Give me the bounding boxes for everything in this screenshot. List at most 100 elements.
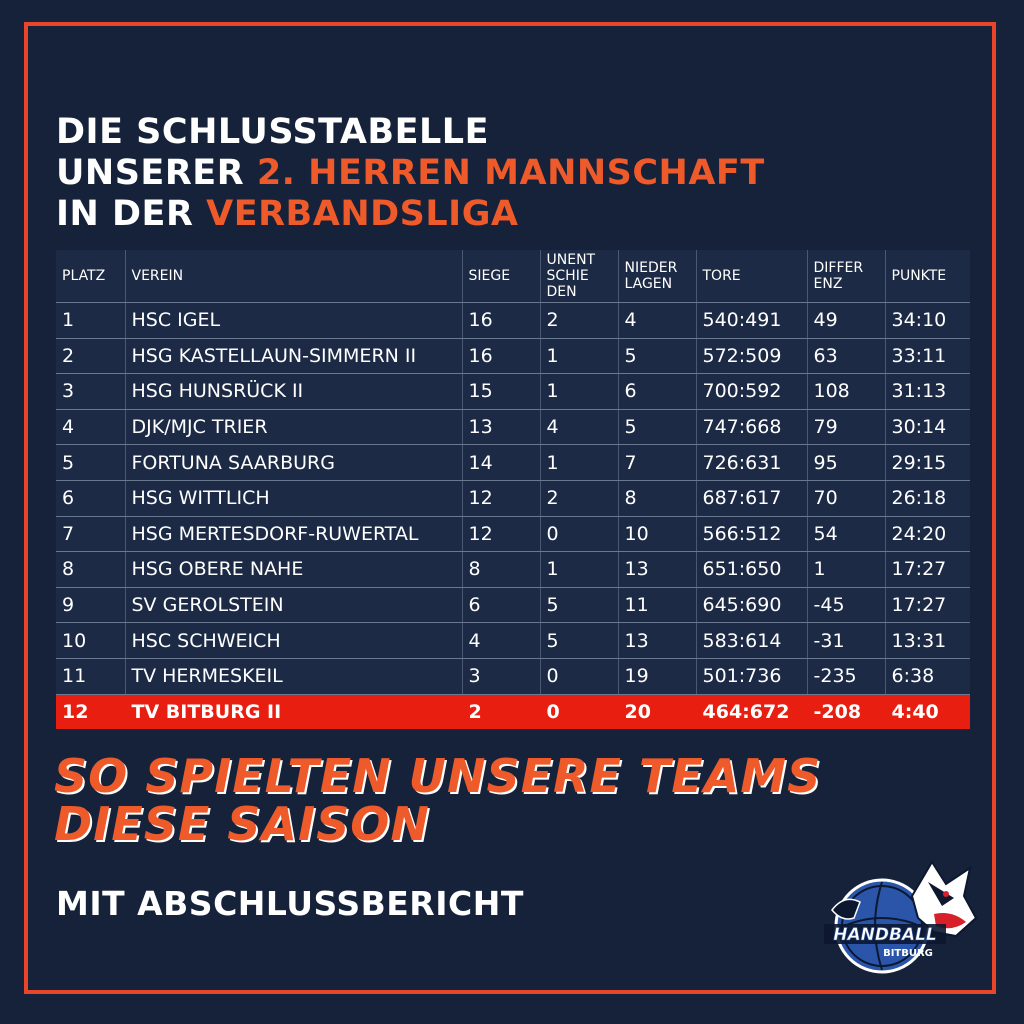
cell-punkte: 17:27 [884,587,970,624]
cell-siege: 6 [461,587,540,624]
table-row-highlighted: 12 TV BITBURG II 2 0 20 464:672 -208 4:4… [56,694,970,730]
cell-siege: 15 [461,373,540,410]
header-differenz-part-1: DIFFER [813,260,864,276]
headline-league-name: VERBANDSLIGA [206,194,519,234]
cell-platz: 9 [56,587,125,624]
cell-niederlagen: 5 [617,338,696,375]
cell-niederlagen: 8 [617,480,696,517]
table-row: 7 HSG MERTESDORF-RUWERTAL 12 0 10 566:51… [56,516,970,553]
standings-table: PLATZ VEREIN SIEGE UNENT SCHIE DEN NIEDER L… [56,250,970,730]
cell-punkte: 4:40 [884,694,970,730]
header-unentschieden: UNENT SCHIE DEN [539,250,618,303]
cell-platz: 3 [56,373,125,410]
cell-platz: 11 [56,658,125,695]
cell-punkte: 31:13 [884,373,970,410]
header-tore: TORE [695,250,807,303]
cell-differenz: 54 [806,516,885,553]
cell-differenz: -208 [806,694,885,730]
cell-verein: HSC IGEL [124,302,462,339]
cell-platz: 12 [62,700,89,723]
cell-unentschieden: 1 [539,338,618,375]
cell-unentschieden: 1 [539,551,618,588]
cell-differenz: 70 [806,480,885,517]
cell-siege: 12 [461,516,540,553]
cell-niederlagen: 13 [617,622,696,659]
cell-niederlagen: 13 [617,551,696,588]
table-row: 5 FORTUNA SAARBURG 14 1 7 726:631 95 29:… [56,444,970,481]
cell-unentschieden: 2 [539,480,618,517]
headline-team-name: 2. HERREN MANNSCHAFT [256,153,765,193]
cell-platz: 4 [56,409,125,446]
headline-line-2: UNSERER 2. HERREN MANNSCHAFT [56,153,765,194]
cell-unentschieden: 1 [539,444,618,481]
cell-tore: 700:592 [695,373,807,410]
cell-verein: TV BITBURG II [124,694,462,730]
cell-tore: 501:736 [695,658,807,695]
cell-verein: TV HERMESKEIL [124,658,462,695]
table-row: 11 TV HERMESKEIL 3 0 19 501:736 -235 6:3… [56,658,970,695]
header-unentschieden-part-3: DEN [546,284,577,300]
cell-verein: SV GEROLSTEIN [124,587,462,624]
cell-verein: FORTUNA SAARBURG [124,444,462,481]
header-verein: VEREIN [124,250,462,303]
cell-punkte: 17:27 [884,551,970,588]
cell-punkte: 24:20 [884,516,970,553]
headline-line-1: DIE SCHLUSSTABELLE [56,112,490,152]
headline-line-3-prefix: IN DER [56,194,207,234]
cell-platz: 7 [56,516,125,553]
cell-punkte: 13:31 [884,622,970,659]
logo-word-bitburg: BITBURG [883,948,933,959]
cell-punkte: 29:15 [884,444,970,481]
header-punkte: PUNKTE [884,250,970,303]
table-row: 2 HSG KASTELLAUN-SIMMERN II 16 1 5 572:5… [56,338,970,375]
cell-punkte: 6:38 [884,658,970,695]
cell-tore: 651:650 [695,551,807,588]
cell-tore: 687:617 [695,480,807,517]
cell-platz: 2 [56,338,125,375]
cell-siege: 16 [461,302,540,339]
header-differenz: DIFFER ENZ [806,250,885,303]
cell-unentschieden: 0 [539,694,618,730]
cell-niederlagen: 7 [617,444,696,481]
cell-tore: 540:491 [695,302,807,339]
header-siege: SIEGE [461,250,540,303]
header-niederlagen-part-1: NIEDER [624,260,678,276]
cell-differenz: 79 [806,409,885,446]
cell-platz: 1 [56,302,125,339]
cell-tore: 726:631 [695,444,807,481]
cell-differenz: 108 [806,373,885,410]
cell-niederlagen: 11 [617,587,696,624]
cell-siege: 13 [461,409,540,446]
cell-punkte: 26:18 [884,480,970,517]
logo-word-handball: HANDBALL [833,925,937,945]
cell-platz: 10 [56,622,125,659]
cell-unentschieden: 0 [539,658,618,695]
cell-differenz: -31 [806,622,885,659]
cell-differenz: 1 [806,551,885,588]
cell-tore: 566:512 [695,516,807,553]
headline: DIE SCHLUSSTABELLE UNSERER 2. HERREN MAN… [56,112,765,235]
cell-verein: HSG OBERE NAHE [124,551,462,588]
cell-siege: 8 [461,551,540,588]
cell-verein: HSG KASTELLAUN-SIMMERN II [124,338,462,375]
table-row: 6 HSG WITTLICH 12 2 8 687:617 70 26:18 [56,480,970,517]
cell-unentschieden: 5 [539,587,618,624]
cell-differenz: 95 [806,444,885,481]
subheadline: SO SPIELTEN UNSERE TEAMS DIESE SAISON [54,752,821,848]
cell-platz: 6 [56,480,125,517]
cell-siege: 16 [461,338,540,375]
header-unentschieden-part-1: UNENT [546,252,596,268]
cell-siege: 14 [461,444,540,481]
badger-handball-logo-icon: HANDBALL BITBURG [824,860,978,974]
headline-line-3: IN DER VERBANDSLIGA [56,194,765,235]
cell-niederlagen: 10 [617,516,696,553]
standings-body: 1 HSC IGEL 16 2 4 540:491 49 34:10 2 HSG… [56,302,970,730]
headline-line-2-prefix: UNSERER [56,153,257,193]
cell-verein: HSG WITTLICH [124,480,462,517]
cell-verein: DJK/MJC TRIER [124,409,462,446]
cell-unentschieden: 2 [539,302,618,339]
table-row: 9 SV GEROLSTEIN 6 5 11 645:690 -45 17:27 [56,587,970,624]
cell-unentschieden: 0 [539,516,618,553]
table-row: 4 DJK/MJC TRIER 13 4 5 747:668 79 30:14 [56,409,970,446]
subheadline-line-2: DIESE SAISON [54,797,430,851]
